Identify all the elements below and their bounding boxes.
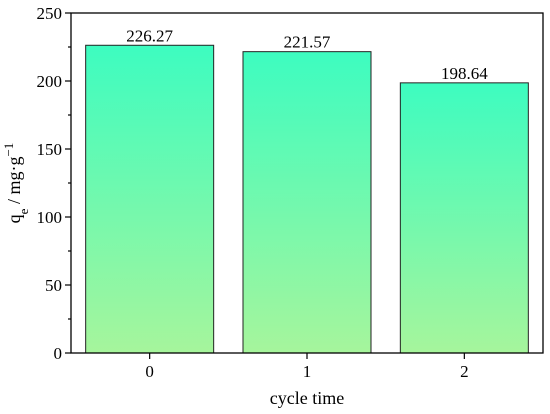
x-tick-label-1: 1	[303, 362, 312, 381]
y-tick-label-200: 200	[37, 72, 63, 91]
y-axis-label-prefix: q	[4, 214, 24, 223]
data-label-2: 198.64	[441, 64, 488, 83]
y-tick-label-150: 150	[37, 140, 63, 159]
bar-0	[85, 44, 215, 354]
y-axis-label: qe / mg·g−1	[1, 143, 31, 224]
x-axis-label: cycle time	[270, 388, 344, 408]
x-tick-label-2: 2	[460, 362, 469, 381]
data-label-0: 226.27	[126, 26, 173, 45]
bar-2	[399, 82, 529, 354]
y-axis-label-superscript: −1	[1, 143, 16, 157]
y-axis-ticks: 0 50 100 150 200 250	[37, 4, 71, 363]
data-labels: 226.27 221.57 198.64	[126, 26, 488, 83]
x-axis-ticks: 0 1 2	[145, 353, 469, 381]
y-tick-label-100: 100	[37, 208, 63, 227]
y-axis-label-suffix: / mg·g	[4, 157, 24, 209]
y-tick-label-50: 50	[45, 276, 62, 295]
bar-1	[242, 51, 372, 354]
x-tick-label-0: 0	[145, 362, 154, 381]
bars	[85, 44, 529, 354]
y-tick-label-250: 250	[37, 4, 63, 23]
data-label-1: 221.57	[284, 33, 331, 52]
y-axis-label-subscript: e	[16, 208, 31, 214]
y-tick-label-0: 0	[54, 344, 63, 363]
